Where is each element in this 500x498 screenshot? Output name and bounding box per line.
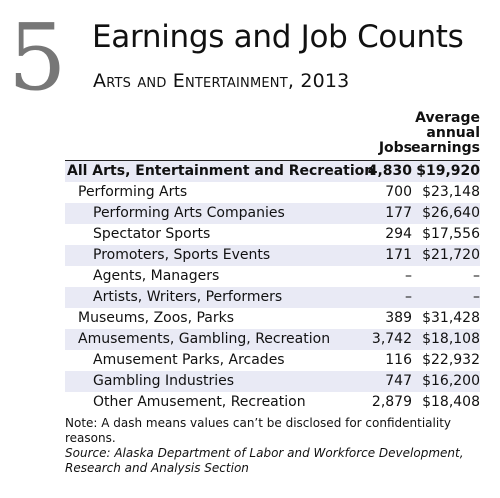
page-title: Earnings and Job Counts xyxy=(92,19,464,55)
table-row: Performing Arts 700 $23,148 xyxy=(65,182,480,203)
row-label: Amusements, Gambling, Recreation xyxy=(78,331,331,347)
table-row: Spectator Sports 294 $17,556 xyxy=(65,224,480,245)
row-jobs: 3,742 xyxy=(371,331,412,347)
table-row: Performing Arts Companies 177 $26,640 xyxy=(65,203,480,224)
table-row: Gambling Industries 747 $16,200 xyxy=(65,371,480,392)
table-row: Promoters, Sports Events 171 $21,720 xyxy=(65,245,480,266)
table-row: Museums, Zoos, Parks 389 $31,428 xyxy=(65,308,480,329)
row-jobs: – xyxy=(405,268,412,284)
earnings-column-header: Average annual earnings xyxy=(411,111,480,156)
earnings-header-line: earnings xyxy=(411,140,480,156)
row-label: Other Amusement, Recreation xyxy=(93,394,306,410)
row-jobs: 4,830 xyxy=(367,163,412,179)
row-earnings: $17,556 xyxy=(422,226,480,242)
row-jobs: 116 xyxy=(385,352,412,368)
row-earnings: $23,148 xyxy=(422,184,480,200)
row-earnings: $22,932 xyxy=(422,352,480,368)
row-label: Amusement Parks, Arcades xyxy=(93,352,285,368)
table-row: Artists, Writers, Performers – – xyxy=(65,287,480,308)
row-earnings: $18,408 xyxy=(422,394,480,410)
row-label: Artists, Writers, Performers xyxy=(93,289,283,305)
table-notes: Note: A dash means values can’t be discl… xyxy=(65,416,483,476)
row-earnings: $19,920 xyxy=(416,163,480,179)
confidentiality-note: Note: A dash means values can’t be discl… xyxy=(65,416,452,445)
row-jobs: 747 xyxy=(385,373,412,389)
row-earnings: $16,200 xyxy=(422,373,480,389)
row-earnings: $26,640 xyxy=(422,205,480,221)
figure-number: 5 xyxy=(8,4,67,111)
row-jobs: – xyxy=(405,289,412,305)
table-row: All Arts, Entertainment and Recreation 4,… xyxy=(65,161,480,182)
row-label: Spectator Sports xyxy=(93,226,211,242)
table-body: All Arts, Entertainment and Recreation 4,… xyxy=(65,161,480,413)
row-earnings: $18,108 xyxy=(422,331,480,347)
row-earnings: $31,428 xyxy=(422,310,480,326)
header-rule xyxy=(65,160,480,161)
jobs-column-header: Jobs xyxy=(378,140,412,156)
source-note: Source: Alaska Department of Labor and W… xyxy=(65,446,464,475)
row-earnings: – xyxy=(473,289,480,305)
row-label: Gambling Industries xyxy=(93,373,235,389)
earnings-header-line: annual xyxy=(426,125,480,141)
row-jobs: 700 xyxy=(385,184,412,200)
table-header: Jobs Average annual earnings xyxy=(65,102,480,160)
row-label: Performing Arts Companies xyxy=(93,205,285,221)
row-label: Agents, Managers xyxy=(93,268,220,284)
table-row: Other Amusement, Recreation 2,879 $18,408 xyxy=(65,392,480,413)
row-label: Performing Arts xyxy=(78,184,188,200)
row-jobs: 177 xyxy=(385,205,412,221)
row-jobs: 171 xyxy=(385,247,412,263)
table-row: Agents, Managers – – xyxy=(65,266,480,287)
table-row: Amusement Parks, Arcades 116 $22,932 xyxy=(65,350,480,371)
row-label: Promoters, Sports Events xyxy=(93,247,271,263)
earnings-table: Jobs Average annual earnings All Arts, E… xyxy=(65,102,480,413)
earnings-header-line: Average xyxy=(415,110,480,126)
row-earnings: – xyxy=(473,268,480,284)
row-jobs: 2,879 xyxy=(371,394,412,410)
row-label: Museums, Zoos, Parks xyxy=(78,310,235,326)
row-label: All Arts, Entertainment and Recreation xyxy=(67,163,375,179)
row-jobs: 389 xyxy=(385,310,412,326)
row-earnings: $21,720 xyxy=(422,247,480,263)
table-row: Amusements, Gambling, Recreation 3,742 $18… xyxy=(65,329,480,350)
page-subtitle: Arts and Entertainment, 2013 xyxy=(93,70,350,92)
row-jobs: 294 xyxy=(385,226,412,242)
